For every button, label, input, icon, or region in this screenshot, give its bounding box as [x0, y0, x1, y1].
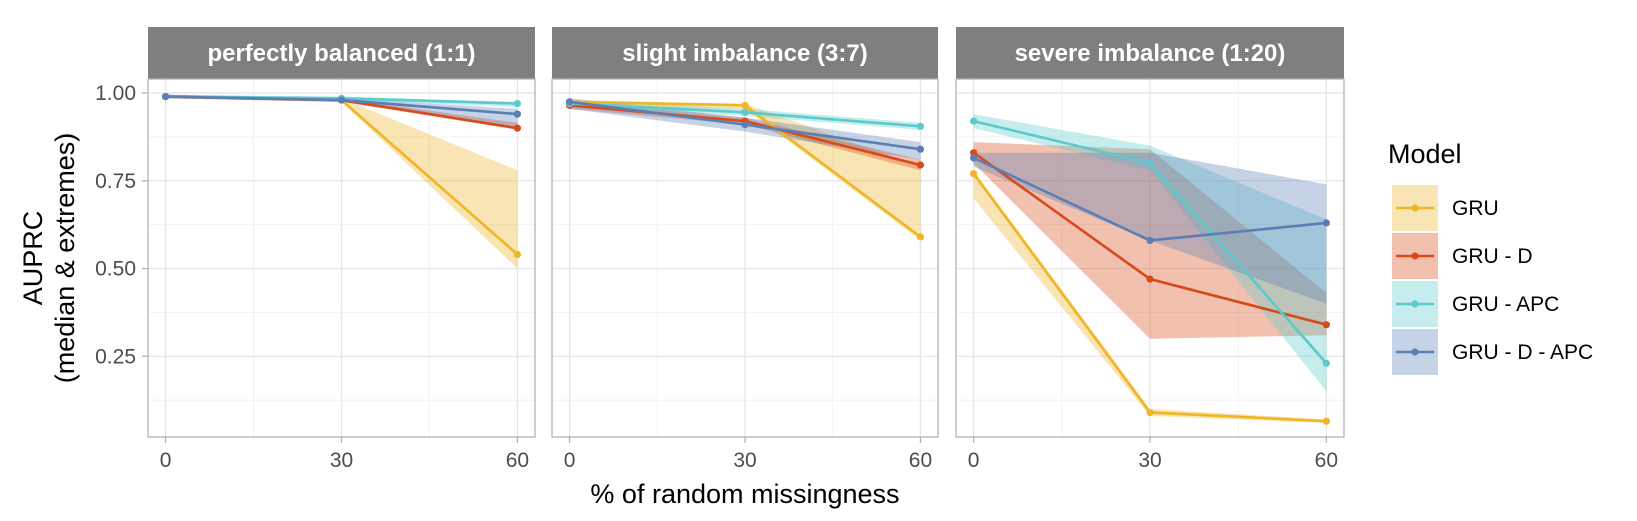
x-tick-label: 60 [909, 449, 932, 472]
panels: perfectly balanced (1:1) 0 30 60 1.00 0.75 0.5… [95, 27, 1345, 472]
x-tick-label: 0 [160, 449, 172, 472]
series-lines [161, 92, 522, 259]
legend-entry-gru-d: GRU - D [1392, 233, 1533, 279]
legend-entry-gru: GRU [1392, 185, 1499, 231]
point-gru-apc [970, 117, 978, 125]
x-ticks: 0 30 60 [968, 437, 1338, 472]
legend-label: GRU - APC [1452, 293, 1559, 316]
legend-entry-gru-apc: GRU - APC [1392, 281, 1559, 327]
legend-entry-gru-d-apc: GRU - D - APC [1392, 329, 1593, 375]
gridlines [956, 79, 1344, 437]
x-tick-label: 0 [564, 449, 576, 472]
gridlines [552, 79, 938, 437]
panel-strip [148, 27, 535, 79]
point-gru-d [970, 149, 978, 157]
point-gru [513, 250, 522, 259]
panel-2: slight imbalance (3:7) 0 30 60 [551, 27, 939, 472]
point-gru-d-apc [337, 96, 346, 104]
point-gru-apc [916, 122, 925, 130]
point-gru [970, 170, 978, 178]
x-ticks: 0 30 60 [160, 437, 529, 472]
point-gru [1322, 417, 1330, 425]
panel-title: slight imbalance (3:7) [622, 40, 867, 67]
y-ticks: 1.00 0.75 0.50 0.25 [95, 82, 148, 368]
x-tick-label: 0 [968, 449, 980, 472]
point-gru-d-apc [970, 154, 978, 162]
legend-label: GRU - D [1452, 245, 1533, 268]
ribbon-gru [569, 100, 921, 241]
point-gru-apc [741, 108, 749, 116]
x-tick-label: 60 [1315, 449, 1338, 472]
x-axis-title: % of random missingness [590, 479, 899, 509]
point-gru [1146, 408, 1154, 417]
axes: % of random missingness AUPRC (median & … [18, 133, 900, 509]
panel-1: perfectly balanced (1:1) 0 30 60 1.00 0.75 0.5… [95, 27, 536, 472]
x-tick-label: 30 [330, 449, 353, 472]
panel-title: perfectly balanced (1:1) [207, 40, 475, 67]
series-lines [565, 98, 925, 241]
panel-strip [552, 27, 938, 79]
x-tick-label: 60 [506, 449, 529, 472]
point-gru [741, 101, 749, 109]
gridlines [148, 79, 535, 437]
panel-3: severe imbalance (1:20) 0 30 60 [955, 27, 1345, 472]
ribbon-gru-d-apc [973, 152, 1327, 304]
series-lines [970, 117, 1330, 425]
legend-label: GRU - D - APC [1452, 341, 1593, 364]
point-gru-d-apc [161, 92, 170, 101]
point-gru-d-apc [1146, 236, 1154, 245]
legend-key-point [1411, 252, 1419, 260]
y-tick-label: 0.75 [95, 170, 136, 193]
point-gru-apc [1146, 159, 1154, 167]
point-gru-d-apc [513, 110, 522, 118]
point-gru-apc [1322, 359, 1330, 367]
x-tick-label: 30 [733, 449, 756, 472]
y-axis-title-line1: AUPRC [18, 211, 48, 306]
y-tick-label: 0.50 [95, 258, 136, 281]
point-gru-d [1146, 275, 1154, 283]
legend-label: GRU [1452, 197, 1499, 220]
ribbon-gru [165, 94, 518, 269]
point-gru-d [513, 124, 522, 132]
legend-key-point [1411, 348, 1419, 356]
legend-key-point [1411, 300, 1419, 308]
panel-strip [956, 27, 1344, 79]
point-gru-d-apc [565, 98, 574, 106]
y-axis-title: AUPRC (median & extremes) [18, 133, 80, 384]
legend-key-point [1411, 204, 1419, 212]
x-tick-label: 30 [1138, 449, 1161, 472]
ribbon-gru-apc [973, 114, 1327, 392]
point-gru-d [916, 161, 925, 169]
point-gru-d-apc [1322, 219, 1330, 227]
x-ticks: 0 30 60 [564, 437, 932, 472]
point-gru-d [1322, 321, 1330, 329]
point-gru-apc [513, 99, 522, 108]
y-tick-label: 1.00 [95, 82, 136, 105]
point-gru-d-apc [916, 145, 925, 153]
legend-title: Model [1388, 139, 1462, 169]
legend: Model GRU GRU - D GRU - APC GRU - D - APC [1388, 139, 1593, 375]
panel-title: severe imbalance (1:20) [1015, 40, 1286, 67]
point-gru [916, 233, 925, 241]
point-gru-d-apc [741, 121, 749, 129]
y-tick-label: 0.25 [95, 345, 136, 368]
y-axis-title-line2: (median & extremes) [50, 133, 80, 384]
